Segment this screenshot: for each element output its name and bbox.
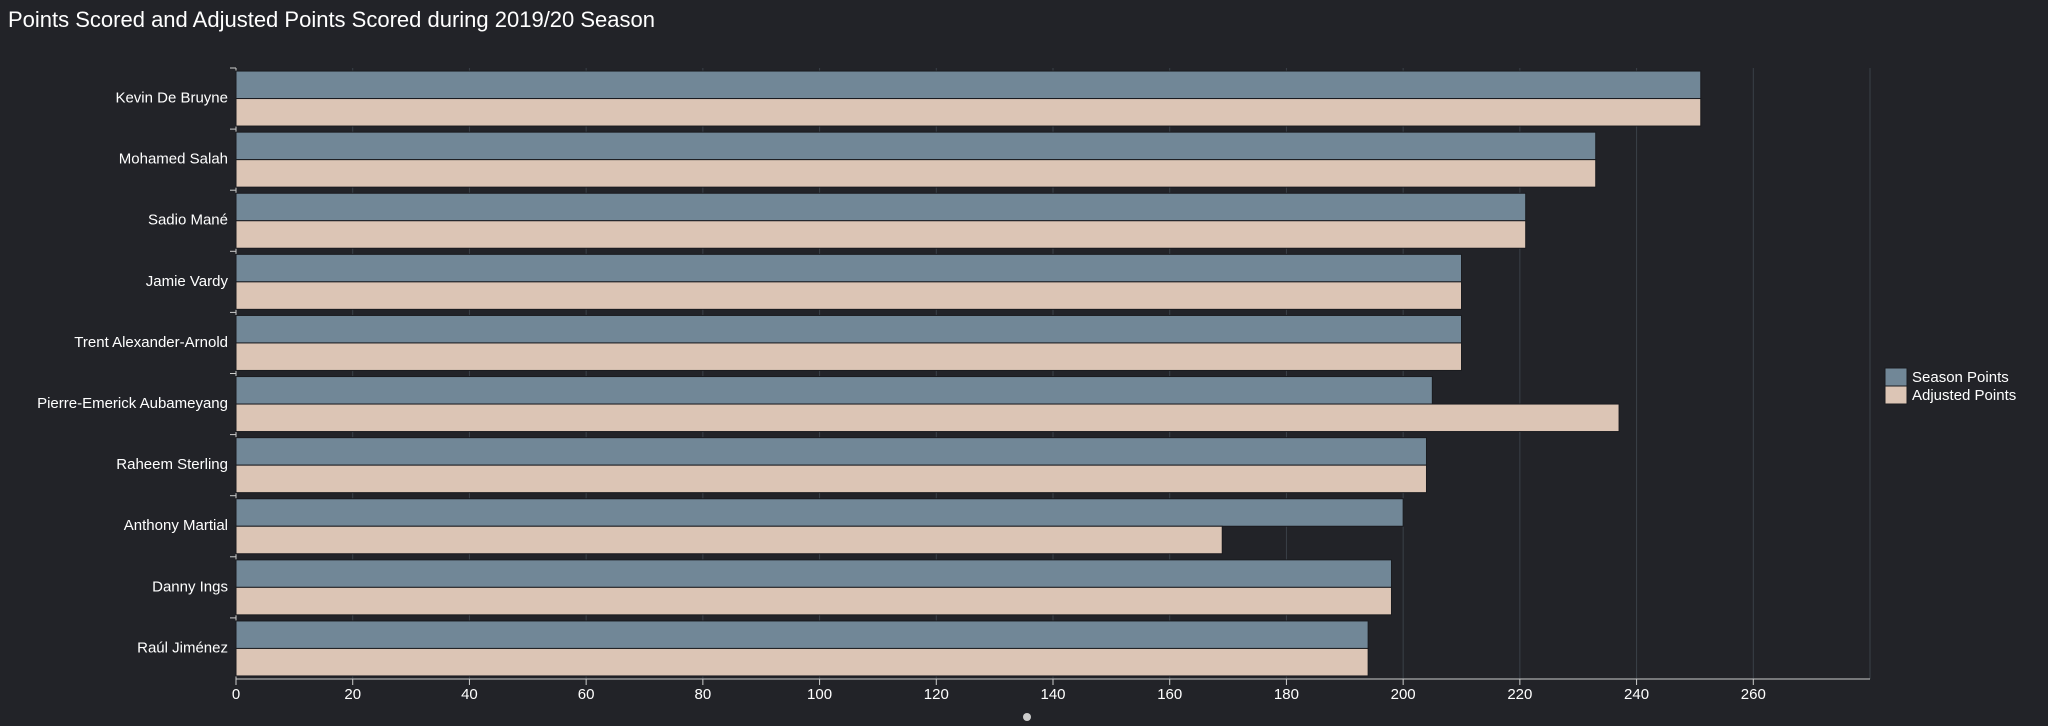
bar [235,586,1392,616]
x-tick-label: 200 [1391,686,1416,703]
x-tick-label: 260 [1741,686,1766,703]
x-tick-label: 140 [1040,686,1065,703]
bar [235,437,1427,466]
bar [235,253,1462,283]
x-tick-label: 40 [461,686,478,703]
bar [235,647,1369,677]
x-tick-label: 180 [1274,686,1299,703]
bar [235,281,1462,310]
bar [235,403,1620,433]
bar [235,525,1223,555]
y-tick-label: Jamie Vardy [146,273,229,290]
legend-swatch [1884,367,1908,387]
x-tick-label: 20 [344,686,361,703]
bar [235,98,1702,127]
x-tick-label: 80 [695,686,712,703]
x-tick-label: 160 [1157,686,1182,703]
bar [235,498,1404,527]
y-tick-label: Danny Ings [152,578,228,595]
legend-label: Season Points [1912,369,2009,386]
bar [235,314,1462,344]
y-tick-label: Raúl Jiménez [137,639,228,656]
y-tick-label: Sadio Mané [148,212,228,229]
legend-label: Adjusted Points [1912,387,2016,404]
y-tick-label: Pierre-Emerick Aubameyang [37,395,228,412]
bar [235,376,1433,405]
y-tick-label: Kevin De Bruyne [115,90,228,107]
x-tick-label: 0 [232,686,240,703]
x-tick-label: 60 [578,686,595,703]
bar [235,192,1527,222]
bar [235,131,1597,161]
legend-swatch [1884,385,1908,405]
bar [235,464,1427,494]
bar [235,159,1597,188]
bar [235,220,1527,249]
x-tick-label: 120 [924,686,949,703]
bar [235,559,1392,588]
y-tick-label: Anthony Martial [124,517,228,534]
x-tick-label: 100 [807,686,832,703]
bar [235,70,1702,100]
y-tick-label: Mohamed Salah [119,151,228,168]
y-tick-label: Trent Alexander-Arnold [74,334,228,351]
bar [235,342,1462,371]
y-tick-label: Raheem Sterling [116,456,228,473]
bar [235,620,1369,649]
x-tick-label: 240 [1624,686,1649,703]
page-indicator [1023,713,1031,721]
chart-title: Points Scored and Adjusted Points Scored… [8,7,655,32]
x-tick-label: 220 [1507,686,1532,703]
